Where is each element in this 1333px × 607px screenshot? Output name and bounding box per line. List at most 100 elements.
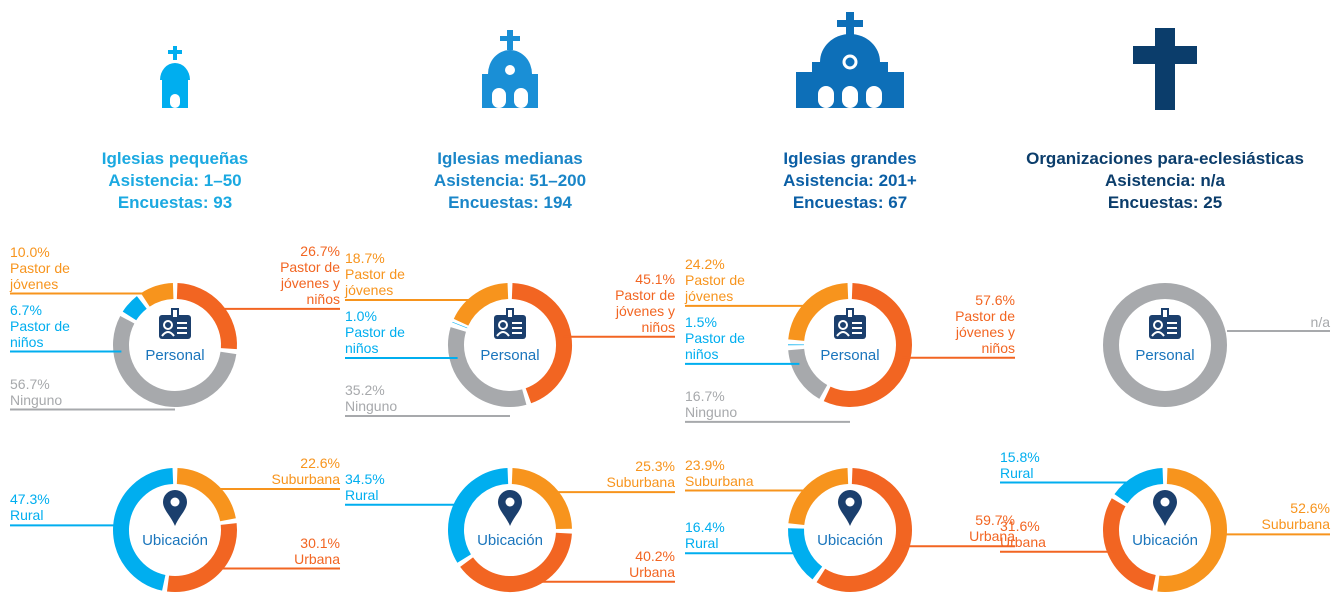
small-church-icon <box>160 46 190 108</box>
pin-hole <box>845 497 855 507</box>
category-label: Urbana <box>969 528 1015 545</box>
value-label: 1.5% <box>685 313 717 330</box>
center-label: Ubicación <box>142 532 208 549</box>
column-heading: Encuestas: 67 <box>792 193 908 212</box>
donut-segment <box>816 468 912 592</box>
category-label: Urbana <box>1000 533 1046 550</box>
badge-clip <box>1161 308 1169 319</box>
donut-segment <box>1103 498 1157 591</box>
column-heading: Iglesias medianas <box>437 149 583 168</box>
column-heading: Asistencia: 201+ <box>783 171 917 190</box>
category-label: Rural <box>1000 464 1034 481</box>
category-label: Rural <box>10 507 44 524</box>
segment-label: 56.7% Ninguno <box>10 376 92 408</box>
value-label: 31.6% <box>1000 517 1040 534</box>
category-label: Pastor de jóvenes y niños <box>615 286 675 335</box>
value-label: 18.7% <box>345 250 385 267</box>
donut-segment <box>176 468 236 522</box>
donut-segment <box>113 315 237 407</box>
value-label: 22.6% <box>300 455 340 472</box>
category-label: Urbana <box>294 550 340 567</box>
column-heading: Encuestas: 194 <box>448 193 572 212</box>
large-church-icon <box>796 12 904 108</box>
segment-label: 18.7% Pastor de jóvenes <box>345 250 427 298</box>
value-label: 1.0% <box>345 308 377 325</box>
badge-face <box>163 320 173 330</box>
na-label: n/a <box>1310 314 1330 330</box>
value-label: 40.2% <box>635 547 675 564</box>
segment-label: 34.5% Rural <box>345 471 427 503</box>
category-label: Pastor de jóvenes y niños <box>280 258 340 307</box>
donut-segment <box>460 532 572 592</box>
badge-clip <box>506 308 514 319</box>
donut-segment <box>448 327 527 407</box>
category-label: Pastor de jóvenes <box>685 271 745 304</box>
segment-label: 24.2% Pastor de jóvenes <box>685 256 767 304</box>
value-label: 26.7% <box>300 242 340 259</box>
category-label: Ninguno <box>10 391 63 408</box>
column-heading: Encuestas: 93 <box>117 193 233 212</box>
badge-icon <box>494 308 526 339</box>
value-label: 23.9% <box>685 456 725 473</box>
segment-label: 35.2% Ninguno <box>345 382 427 414</box>
segment-label: 45.1% Pastor de jóvenes y niños <box>593 271 675 335</box>
donut-segment <box>823 283 912 407</box>
badge-lines <box>1151 322 1177 337</box>
segment-label: 16.7% Ninguno <box>685 388 767 420</box>
segment-label: 15.8% Rural <box>1000 449 1082 481</box>
donut-segment <box>788 468 849 526</box>
badge-clip <box>171 308 179 319</box>
donut-segment <box>1157 468 1227 592</box>
segment-label: 22.6% Suburbana <box>258 455 340 487</box>
segment-label: 1.5% Pastor de niños <box>685 314 767 362</box>
donut-segment <box>122 296 147 321</box>
segment-label: 31.6% Urbana <box>1000 518 1082 550</box>
pin-icon <box>498 490 522 526</box>
pin-icon <box>1153 490 1177 526</box>
value-label: 25.3% <box>635 458 675 475</box>
value-label: 59.7% <box>975 512 1015 529</box>
value-label: 35.2% <box>345 382 385 399</box>
segment-label: 40.2% Urbana <box>593 548 675 580</box>
value-label: 47.3% <box>10 491 50 508</box>
badge-clip <box>846 308 854 319</box>
category-label: Ninguno <box>685 403 738 420</box>
medium-church-icon <box>482 30 538 108</box>
center-label: Ubicación <box>1132 532 1198 549</box>
badge-icon <box>159 308 191 339</box>
pin-hole <box>505 497 515 507</box>
donut-segment <box>788 528 823 580</box>
column-heading: Organizaciones para-eclesiásticas <box>1026 149 1304 168</box>
category-label: Rural <box>685 535 719 552</box>
category-label: Pastor de niños <box>345 324 405 357</box>
donut-segment <box>113 468 174 591</box>
segment-label: 10.0% Pastor de jóvenes <box>10 244 92 292</box>
category-label: Suburbana <box>685 472 754 489</box>
segment-label: 52.6% Suburbana <box>1248 500 1330 532</box>
donut-segment <box>448 468 509 563</box>
pin <box>838 490 862 526</box>
category-label: Ninguno <box>345 398 398 415</box>
center-label: Ubicación <box>477 532 543 549</box>
column-heading: Asistencia: 51–200 <box>433 171 587 190</box>
donut-segment <box>140 283 174 307</box>
badge-icon <box>834 308 866 339</box>
pin-hole <box>170 497 180 507</box>
category-label: Rural <box>345 486 379 503</box>
pin <box>163 490 187 526</box>
value-label: 56.7% <box>10 375 50 392</box>
column-heading: Asistencia: 1–50 <box>108 171 242 190</box>
category-label: Urbana <box>629 563 675 580</box>
value-label: 10.0% <box>10 243 50 260</box>
pin-icon <box>838 490 862 526</box>
column-heading: Encuestas: 25 <box>1107 193 1223 212</box>
badge-face <box>838 320 848 330</box>
category-label: Suburbana <box>1261 516 1330 533</box>
donut-segment <box>788 348 828 399</box>
donut-segment <box>1114 468 1164 504</box>
donut-segment <box>788 283 849 342</box>
pin <box>498 490 522 526</box>
value-label: 30.1% <box>300 534 340 551</box>
